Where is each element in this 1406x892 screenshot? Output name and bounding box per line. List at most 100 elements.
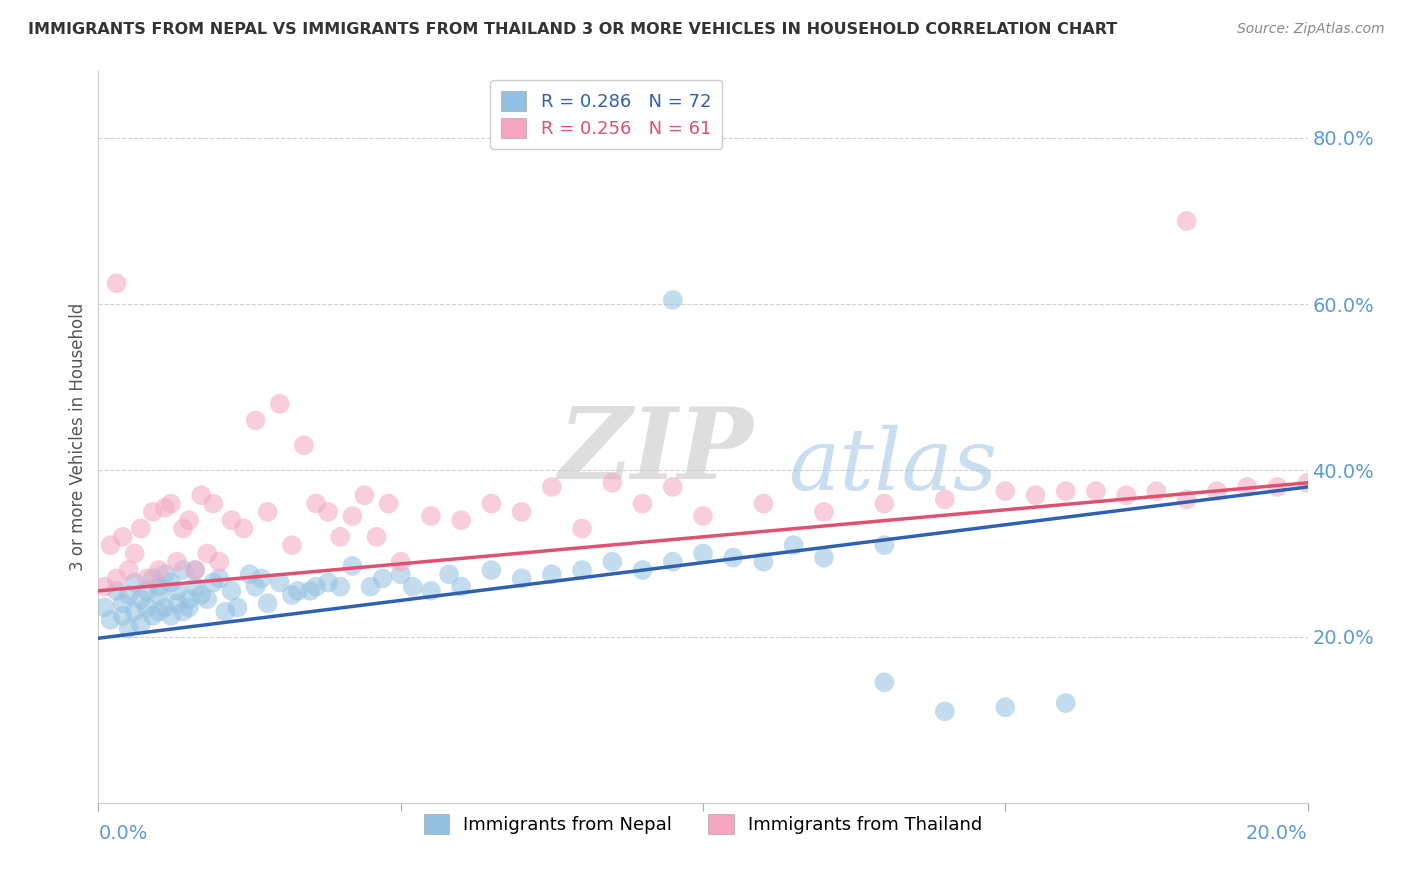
- Point: [160, 497, 183, 511]
- Point: [631, 497, 654, 511]
- Point: [1296, 475, 1319, 490]
- Point: [752, 497, 775, 511]
- Point: [135, 571, 157, 585]
- Point: [752, 555, 775, 569]
- Point: [190, 588, 212, 602]
- Point: [105, 583, 128, 598]
- Point: [631, 563, 654, 577]
- Point: [1236, 480, 1258, 494]
- Point: [1085, 484, 1108, 499]
- Point: [153, 567, 176, 582]
- Point: [124, 605, 146, 619]
- Point: [100, 538, 122, 552]
- Point: [1024, 488, 1046, 502]
- Point: [129, 592, 152, 607]
- Point: [1175, 214, 1198, 228]
- Point: [481, 563, 503, 577]
- Point: [166, 555, 188, 569]
- Point: [1327, 472, 1350, 486]
- Point: [661, 293, 683, 307]
- Point: [692, 546, 714, 560]
- Point: [371, 571, 394, 585]
- Point: [1144, 484, 1167, 499]
- Point: [179, 513, 201, 527]
- Point: [214, 605, 236, 619]
- Point: [934, 705, 956, 719]
- Point: [342, 509, 364, 524]
- Text: IMMIGRANTS FROM NEPAL VS IMMIGRANTS FROM THAILAND 3 OR MORE VEHICLES IN HOUSEHOL: IMMIGRANTS FROM NEPAL VS IMMIGRANTS FROM…: [28, 22, 1118, 37]
- Point: [184, 563, 207, 577]
- Point: [256, 505, 278, 519]
- Point: [329, 580, 352, 594]
- Point: [195, 546, 218, 560]
- Point: [250, 571, 273, 585]
- Point: [184, 563, 207, 577]
- Point: [1115, 488, 1137, 502]
- Point: [129, 521, 152, 535]
- Point: [389, 567, 412, 582]
- Point: [190, 488, 212, 502]
- Point: [540, 567, 562, 582]
- Text: ZIP: ZIP: [558, 403, 752, 500]
- Point: [783, 538, 806, 552]
- Point: [305, 580, 328, 594]
- Point: [105, 571, 128, 585]
- Point: [166, 596, 188, 610]
- Point: [481, 497, 503, 511]
- Text: 20.0%: 20.0%: [1246, 823, 1308, 843]
- Point: [510, 505, 533, 519]
- Point: [305, 497, 328, 511]
- Point: [105, 277, 128, 291]
- Point: [813, 550, 835, 565]
- Point: [142, 505, 165, 519]
- Point: [124, 575, 146, 590]
- Text: 0.0%: 0.0%: [98, 823, 148, 843]
- Point: [450, 513, 472, 527]
- Point: [208, 571, 231, 585]
- Point: [420, 583, 443, 598]
- Point: [437, 567, 460, 582]
- Point: [111, 608, 134, 623]
- Y-axis label: 3 or more Vehicles in Household: 3 or more Vehicles in Household: [69, 303, 87, 571]
- Point: [226, 600, 249, 615]
- Point: [148, 563, 170, 577]
- Point: [281, 538, 304, 552]
- Point: [118, 588, 141, 602]
- Point: [221, 583, 243, 598]
- Point: [142, 608, 165, 623]
- Point: [153, 500, 176, 515]
- Point: [287, 583, 309, 598]
- Point: [172, 605, 194, 619]
- Point: [540, 480, 562, 494]
- Point: [245, 580, 267, 594]
- Point: [153, 600, 176, 615]
- Point: [142, 571, 165, 585]
- Point: [366, 530, 388, 544]
- Text: Source: ZipAtlas.com: Source: ZipAtlas.com: [1237, 22, 1385, 37]
- Point: [873, 675, 896, 690]
- Point: [299, 583, 322, 598]
- Point: [202, 497, 225, 511]
- Point: [135, 583, 157, 598]
- Point: [281, 588, 304, 602]
- Legend: Immigrants from Nepal, Immigrants from Thailand: Immigrants from Nepal, Immigrants from T…: [413, 804, 993, 845]
- Point: [661, 555, 683, 569]
- Point: [402, 580, 425, 594]
- Point: [389, 555, 412, 569]
- Point: [179, 600, 201, 615]
- Point: [118, 563, 141, 577]
- Point: [245, 413, 267, 427]
- Point: [292, 438, 315, 452]
- Point: [269, 575, 291, 590]
- Point: [510, 571, 533, 585]
- Point: [360, 580, 382, 594]
- Point: [100, 613, 122, 627]
- Point: [129, 617, 152, 632]
- Point: [934, 492, 956, 507]
- Point: [692, 509, 714, 524]
- Point: [221, 513, 243, 527]
- Point: [571, 521, 593, 535]
- Point: [873, 497, 896, 511]
- Point: [1267, 480, 1289, 494]
- Point: [450, 580, 472, 594]
